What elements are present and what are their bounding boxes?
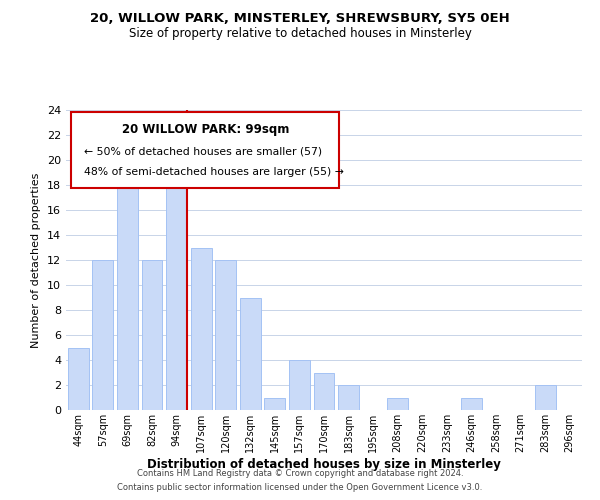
Bar	[289, 360, 310, 410]
Bar	[314, 372, 334, 410]
Text: Size of property relative to detached houses in Minsterley: Size of property relative to detached ho…	[128, 28, 472, 40]
Bar	[338, 385, 359, 410]
Text: Contains public sector information licensed under the Open Government Licence v3: Contains public sector information licen…	[118, 484, 482, 492]
Bar	[92, 260, 113, 410]
Bar	[387, 398, 408, 410]
Bar	[68, 348, 89, 410]
Y-axis label: Number of detached properties: Number of detached properties	[31, 172, 41, 348]
Text: Contains HM Land Registry data © Crown copyright and database right 2024.: Contains HM Land Registry data © Crown c…	[137, 468, 463, 477]
Text: 20, WILLOW PARK, MINSTERLEY, SHREWSBURY, SY5 0EH: 20, WILLOW PARK, MINSTERLEY, SHREWSBURY,…	[90, 12, 510, 26]
X-axis label: Distribution of detached houses by size in Minsterley: Distribution of detached houses by size …	[147, 458, 501, 470]
FancyBboxPatch shape	[71, 112, 340, 188]
Bar	[191, 248, 212, 410]
Text: ← 50% of detached houses are smaller (57): ← 50% of detached houses are smaller (57…	[84, 146, 322, 156]
Text: 48% of semi-detached houses are larger (55) →: 48% of semi-detached houses are larger (…	[84, 167, 344, 177]
Bar	[240, 298, 261, 410]
Bar	[117, 172, 138, 410]
Bar	[142, 260, 163, 410]
Bar	[535, 385, 556, 410]
Text: 20 WILLOW PARK: 99sqm: 20 WILLOW PARK: 99sqm	[122, 124, 289, 136]
Bar	[461, 398, 482, 410]
Bar	[166, 172, 187, 410]
Bar	[215, 260, 236, 410]
Bar	[265, 398, 286, 410]
